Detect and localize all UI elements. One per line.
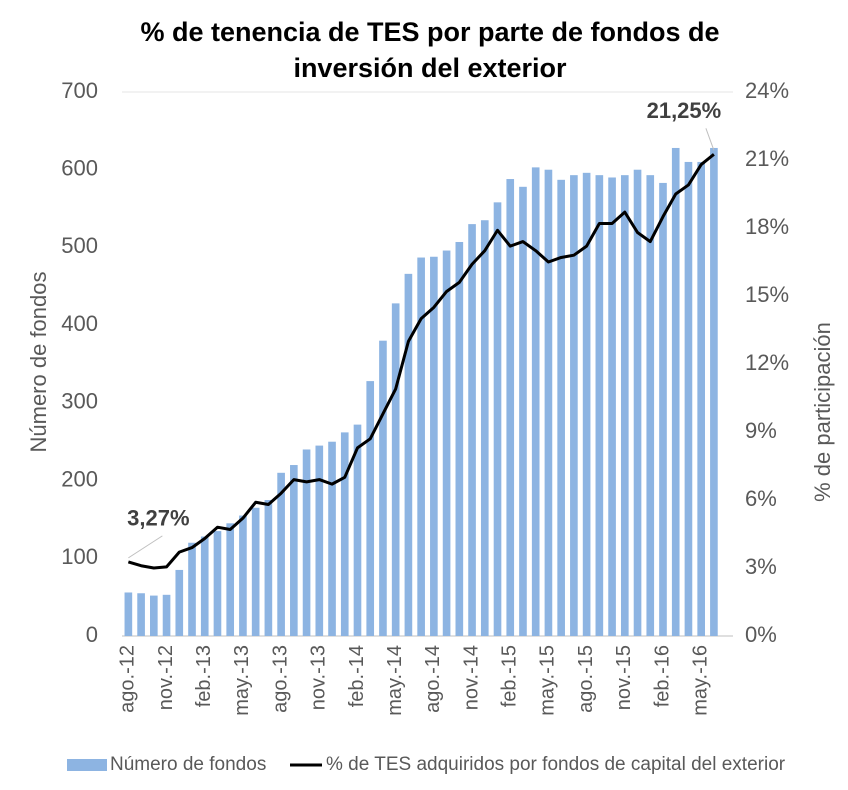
- bar: [570, 175, 578, 636]
- x-tick-label: ago.-14: [422, 645, 444, 713]
- y2-tick-label: 0%: [745, 622, 777, 647]
- bar: [264, 500, 273, 636]
- y2-tick-label: 24%: [745, 78, 789, 103]
- x-tick-label: may.-13: [231, 645, 253, 716]
- bar: [710, 147, 718, 636]
- y2-tick-label: 15%: [745, 282, 789, 307]
- bar: [582, 172, 591, 636]
- bar: [646, 175, 655, 636]
- x-tick-label: may.-16: [689, 645, 711, 716]
- bar: [506, 179, 515, 637]
- bar: [468, 224, 476, 636]
- bar: [340, 432, 349, 636]
- bar: [417, 257, 425, 636]
- bar: [480, 220, 489, 636]
- bar: [162, 594, 171, 636]
- bar: [430, 256, 438, 636]
- legend-label: Número de fondos: [110, 754, 266, 775]
- bar: [671, 147, 680, 636]
- y-tick-label: 100: [61, 544, 98, 569]
- bar: [557, 179, 565, 636]
- bar: [124, 592, 133, 636]
- x-tick-label: feb.-15: [499, 645, 521, 707]
- y2-tick-label: 12%: [745, 350, 789, 375]
- y2-tick-label: 21%: [745, 146, 789, 171]
- x-tick-label: may.-15: [537, 645, 559, 716]
- bar: [595, 175, 604, 636]
- leader-line: [705, 128, 715, 151]
- y-tick-label: 700: [61, 78, 98, 103]
- x-tick-label: feb.-16: [651, 645, 673, 707]
- x-tick-label: may.-14: [384, 645, 406, 716]
- bar: [353, 424, 362, 636]
- bar: [442, 250, 451, 636]
- bar: [213, 531, 222, 636]
- bar: [315, 445, 324, 636]
- bar: [544, 169, 553, 636]
- bar: [620, 175, 629, 636]
- bar: [302, 449, 311, 636]
- x-tick-label: nov.-13: [308, 645, 330, 710]
- y-tick-label: 500: [61, 233, 98, 258]
- line: [127, 153, 715, 570]
- y-tick-label: 600: [61, 156, 98, 181]
- y-tick-label: 300: [61, 389, 98, 414]
- bar: [684, 161, 693, 636]
- x-tick-label: ago.-13: [269, 645, 291, 713]
- bar: [188, 542, 196, 636]
- y-tick-label: 0: [86, 622, 98, 647]
- legend-label: % de TES adquiridos por fondos de capita…: [326, 754, 786, 775]
- y-axis-label: Número de fondos: [26, 272, 51, 453]
- bar: [391, 303, 400, 636]
- x-tick-label: nov.-12: [155, 645, 177, 710]
- leader-line: [128, 535, 163, 559]
- bar: [290, 465, 298, 636]
- data-label: 3,27%: [127, 506, 189, 531]
- bar: [697, 161, 705, 636]
- bar: [239, 515, 247, 636]
- bar: [455, 241, 464, 636]
- y-tick-label: 200: [61, 466, 98, 491]
- bar: [608, 177, 616, 636]
- bar: [200, 536, 209, 636]
- x-tick-label: ago.-15: [575, 645, 597, 713]
- bar: [379, 340, 387, 636]
- x-tick-label: feb.-13: [193, 645, 215, 707]
- y-tick-label: 400: [61, 311, 98, 336]
- bar: [226, 523, 235, 636]
- x-tick-label: feb.-14: [346, 645, 368, 707]
- y2-axis-label: % de participación: [810, 322, 835, 502]
- x-tick-label: ago.-12: [117, 645, 139, 713]
- bar: [404, 273, 413, 636]
- x-tick-label: nov.-15: [613, 645, 635, 710]
- y2-tick-label: 18%: [745, 214, 789, 239]
- data-label: 21,25%: [647, 98, 722, 123]
- bar: [137, 593, 145, 636]
- bar: [519, 186, 527, 636]
- bar: [633, 169, 642, 636]
- bar: [251, 507, 260, 636]
- bar: [150, 595, 158, 636]
- x-tick-label: nov.-14: [460, 645, 482, 710]
- y2-tick-label: 9%: [745, 418, 777, 443]
- legend-swatch: [67, 759, 107, 771]
- bar: [277, 472, 285, 636]
- bar: [175, 569, 184, 636]
- y2-tick-label: 6%: [745, 486, 777, 511]
- bar: [493, 202, 502, 636]
- bar: [659, 182, 667, 636]
- bar: [328, 441, 336, 636]
- y2-tick-label: 3%: [745, 554, 777, 579]
- bar: [531, 167, 540, 636]
- bar: [366, 381, 375, 636]
- chart-title: % de tenencia de TES por parte de fondos…: [140, 17, 720, 83]
